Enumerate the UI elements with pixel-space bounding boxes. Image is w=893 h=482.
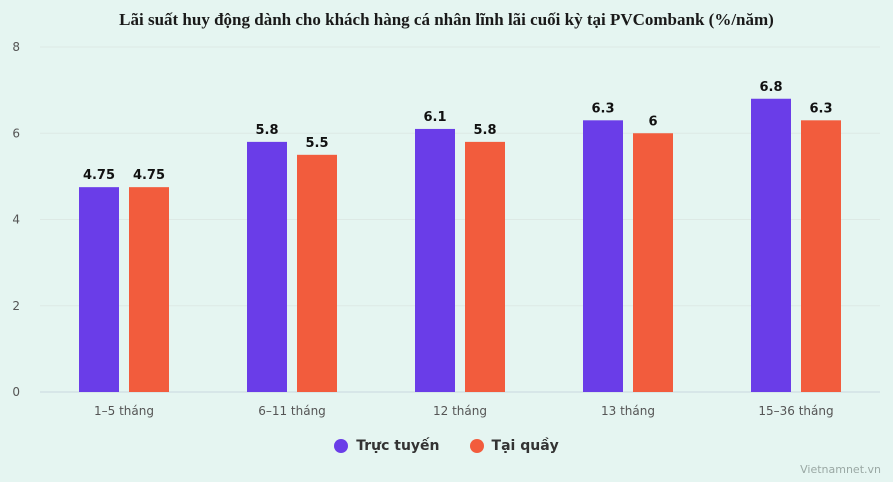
data-label: 6: [648, 114, 657, 129]
legend-dot-icon: [469, 439, 484, 453]
data-label: 4.75: [133, 168, 165, 183]
bar-truc-tuyen: [79, 187, 119, 392]
y-tick-label: 6: [12, 126, 20, 140]
bar-tai-quay: [129, 187, 169, 392]
bar-truc-tuyen: [751, 98, 791, 392]
x-category-label: 13 tháng: [601, 404, 655, 418]
data-label: 6.3: [809, 101, 832, 116]
bar-truc-tuyen: [583, 120, 623, 392]
bar-tai-quay: [801, 120, 841, 392]
data-label: 6.3: [591, 101, 614, 116]
bar-truc-tuyen: [415, 128, 455, 392]
x-category-label: 6–11 tháng: [258, 404, 326, 418]
legend-dot-icon: [334, 439, 349, 453]
x-category-label: 1–5 tháng: [94, 404, 154, 418]
legend-item-series-0[interactable]: Trực tuyến: [334, 438, 440, 454]
data-label: 6.1: [423, 110, 446, 125]
legend-item-series-1[interactable]: Tại quầy: [469, 438, 559, 454]
legend-label: Trực tuyến: [356, 438, 440, 454]
legend: Trực tuyến Tại quầy: [0, 438, 893, 454]
y-tick-label: 4: [12, 213, 20, 227]
x-category-label: 15–36 tháng: [758, 404, 833, 418]
bar-tai-quay: [465, 141, 505, 392]
data-label: 5.8: [255, 123, 278, 138]
data-label: 4.75: [83, 168, 115, 183]
data-label: 5.8: [473, 123, 496, 138]
chart-title: Lãi suất huy động dành cho khách hàng cá…: [119, 10, 774, 29]
bar-tai-quay: [297, 154, 337, 392]
legend-label: Tại quầy: [491, 438, 559, 454]
y-tick-label: 8: [12, 40, 20, 54]
bar-truc-tuyen: [247, 141, 287, 392]
y-tick-label: 2: [12, 299, 20, 313]
data-label: 5.5: [305, 136, 328, 151]
y-tick-label: 0: [12, 385, 20, 399]
x-category-label: 12 tháng: [433, 404, 487, 418]
source-credit: Vietnamnet.vn: [800, 463, 881, 476]
bar-tai-quay: [633, 133, 673, 392]
data-label: 6.8: [759, 80, 782, 95]
